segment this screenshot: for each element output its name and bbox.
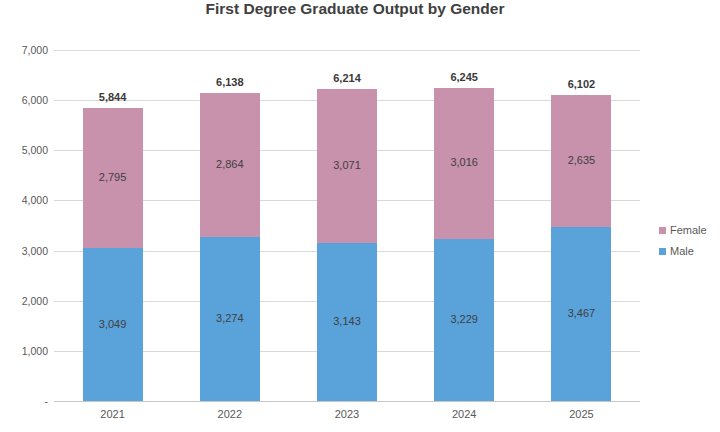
legend-swatch-female bbox=[659, 227, 666, 234]
total-label-2024: 6,245 bbox=[424, 71, 504, 83]
total-label-2025: 6,102 bbox=[541, 78, 621, 90]
y-axis-tick-label: 6,000 bbox=[0, 94, 48, 106]
chart-canvas: First Degree Graduate Output by Gender -… bbox=[0, 0, 720, 432]
legend-label-male: Male bbox=[670, 245, 694, 257]
total-label-2022: 6,138 bbox=[190, 76, 270, 88]
x-axis-tick-label-2021: 2021 bbox=[73, 408, 153, 420]
data-label-male-2021: 3,049 bbox=[73, 318, 153, 330]
data-label-female-2021: 2,795 bbox=[73, 171, 153, 183]
legend-swatch-male bbox=[659, 248, 666, 255]
data-label-female-2024: 3,016 bbox=[424, 156, 504, 168]
data-label-male-2025: 3,467 bbox=[541, 307, 621, 319]
data-label-male-2024: 3,229 bbox=[424, 313, 504, 325]
x-axis-tick-label-2025: 2025 bbox=[541, 408, 621, 420]
y-axis-tick-label: 2,000 bbox=[0, 295, 48, 307]
data-label-female-2023: 3,071 bbox=[307, 159, 387, 171]
y-axis-tick-label: 3,000 bbox=[0, 245, 48, 257]
legend-item-male: Male bbox=[659, 245, 707, 257]
y-axis-tick-label: 7,000 bbox=[0, 44, 48, 56]
legend-item-female: Female bbox=[659, 224, 707, 236]
y-axis-tick-label: 5,000 bbox=[0, 144, 48, 156]
legend: Female Male bbox=[659, 224, 707, 257]
y-axis-tick-label: 4,000 bbox=[0, 194, 48, 206]
x-axis-line bbox=[54, 401, 640, 402]
total-label-2021: 5,844 bbox=[73, 91, 153, 103]
gridline bbox=[54, 50, 640, 51]
plot-area: - 1,000 2,000 3,000 4,000 5,000 6,000 7,000 3,04… bbox=[0, 0, 720, 432]
x-axis-tick-label-2024: 2024 bbox=[424, 408, 504, 420]
y-axis-tick-label: - bbox=[0, 395, 48, 407]
data-label-male-2022: 3,274 bbox=[190, 312, 270, 324]
data-label-female-2022: 2,864 bbox=[190, 158, 270, 170]
x-axis-tick-label-2023: 2023 bbox=[307, 408, 387, 420]
legend-label-female: Female bbox=[670, 224, 707, 236]
total-label-2023: 6,214 bbox=[307, 72, 387, 84]
y-axis-tick-label: 1,000 bbox=[0, 345, 48, 357]
x-axis-tick-label-2022: 2022 bbox=[190, 408, 270, 420]
data-label-female-2025: 2,635 bbox=[541, 154, 621, 166]
data-label-male-2023: 3,143 bbox=[307, 315, 387, 327]
